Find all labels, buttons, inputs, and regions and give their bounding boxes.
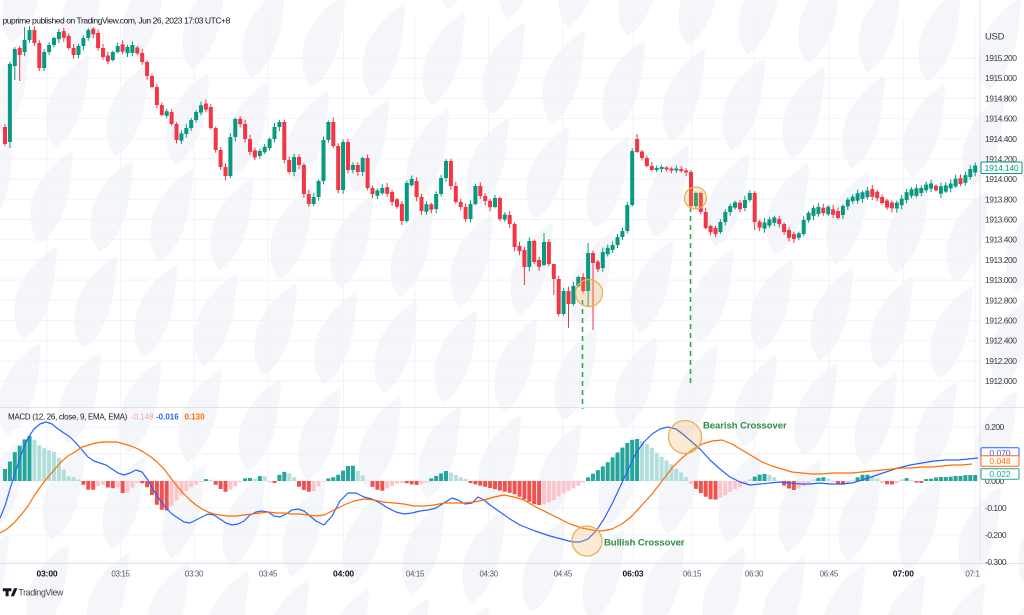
svg-text:1914.600: 1914.600 [985,114,1017,124]
svg-text:06:15: 06:15 [683,569,702,578]
svg-text:1912.200: 1912.200 [985,356,1017,366]
svg-text:1914.800: 1914.800 [985,93,1017,103]
svg-text:1914.000: 1914.000 [985,174,1017,184]
svg-text:03:00: 03:00 [37,568,58,578]
svg-text:04:15: 04:15 [406,569,425,578]
svg-text:0.000: 0.000 [985,476,1005,486]
svg-text:1912.000: 1912.000 [985,376,1017,386]
svg-text:1913.600: 1913.600 [985,215,1017,225]
svg-text:0.130: 0.130 [185,413,206,422]
svg-text:1913.200: 1913.200 [985,255,1017,265]
svg-text:1915.200: 1915.200 [985,53,1017,63]
svg-text:0.048: 0.048 [989,456,1011,466]
svg-text:TradingView: TradingView [18,587,64,597]
svg-text:1914.400: 1914.400 [985,134,1017,144]
svg-text:1913.400: 1913.400 [985,235,1017,245]
svg-text:1914.200: 1914.200 [985,154,1017,164]
svg-text:07:00: 07:00 [893,568,914,578]
svg-text:-0.200: -0.200 [985,530,1007,540]
svg-text:Bearish Crossover: Bearish Crossover [703,421,787,432]
svg-text:1912.800: 1912.800 [985,295,1017,305]
svg-text:-0.016: -0.016 [156,413,179,422]
svg-text:-0.148: -0.148 [131,413,154,422]
svg-text:MACD (12, 26, close, 9, EMA, E: MACD (12, 26, close, 9, EMA, EMA) [8,413,128,422]
svg-text:1912.600: 1912.600 [985,315,1017,325]
svg-text:1915.000: 1915.000 [985,73,1017,83]
svg-text:1913.800: 1913.800 [985,194,1017,204]
svg-text:puprime published on TradingVi: puprime published on TradingView.com, Ju… [3,16,231,26]
svg-text:-0.300: -0.300 [985,557,1007,567]
svg-text:03:45: 03:45 [259,569,278,578]
svg-text:1914.140: 1914.140 [985,163,1019,173]
svg-text:04:00: 04:00 [333,568,354,578]
svg-text:03:15: 03:15 [111,569,130,578]
svg-text:04:30: 04:30 [479,569,498,578]
svg-text:USD: USD [985,31,1005,42]
svg-text:06:45: 06:45 [820,569,839,578]
svg-text:0.200: 0.200 [985,422,1005,432]
svg-text:0.070: 0.070 [989,448,1011,458]
svg-text:06:03: 06:03 [623,568,644,578]
svg-text:03:30: 03:30 [185,569,204,578]
svg-text:1913.000: 1913.000 [985,275,1017,285]
svg-text:07:1: 07:1 [965,569,980,578]
svg-text:06:30: 06:30 [745,569,764,578]
svg-text:-0.100: -0.100 [985,503,1007,513]
svg-text:0.022: 0.022 [989,469,1011,479]
svg-text:04:45: 04:45 [554,569,573,578]
svg-text:1912.400: 1912.400 [985,336,1017,346]
svg-text:Bullish Crossover: Bullish Crossover [604,538,685,549]
